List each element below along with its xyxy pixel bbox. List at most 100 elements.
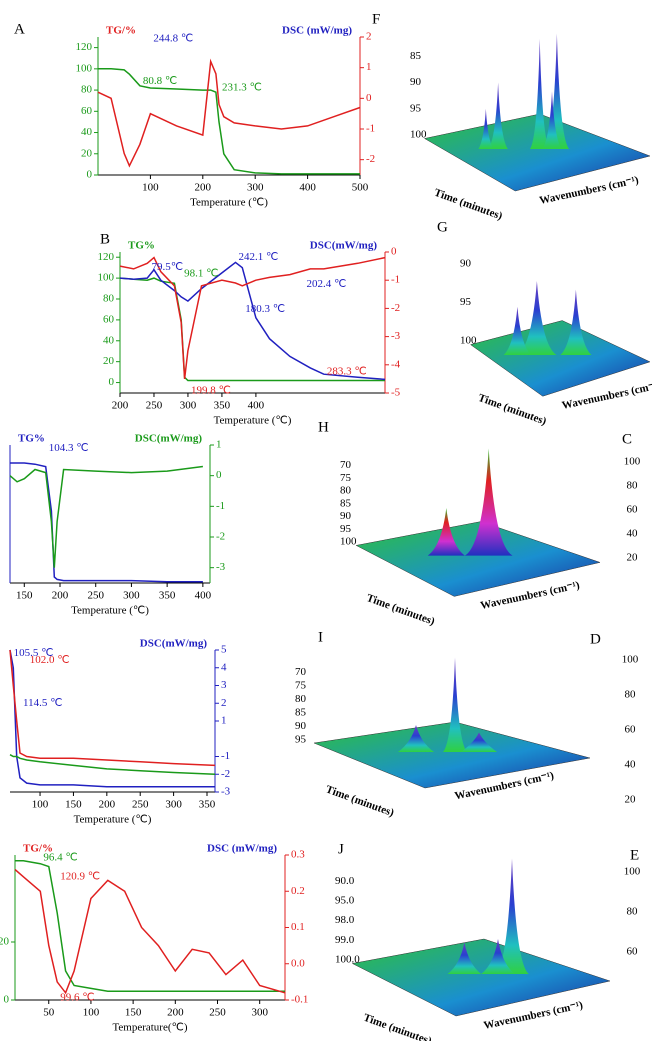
edge-tick-label: 60 bbox=[627, 504, 639, 516]
edge-tick-label: 60 bbox=[627, 946, 639, 958]
y2-tick-label: 2 bbox=[366, 31, 372, 43]
x-tick-label: 400 bbox=[248, 400, 265, 412]
x-axis-label: Temperature(℃) bbox=[112, 1022, 187, 1034]
z-tick-label: 99.0 bbox=[335, 934, 355, 946]
z-tick-label: 90 bbox=[340, 510, 352, 522]
series-line bbox=[15, 860, 285, 993]
z-tick-label: 95 bbox=[295, 734, 307, 746]
panel-label: J bbox=[338, 841, 344, 857]
annotation: 79.5℃ bbox=[152, 261, 184, 273]
y-axis-label: TG% bbox=[18, 433, 45, 445]
panel-label: F bbox=[372, 11, 380, 27]
z-tick-label: 95 bbox=[460, 296, 472, 308]
y-tick-label: 100 bbox=[98, 272, 115, 284]
x-tick-label: 200 bbox=[167, 1007, 184, 1019]
y-tick-label: 20 bbox=[0, 936, 10, 948]
time-axis-label: Time (minutes) bbox=[477, 392, 549, 428]
surface-peak bbox=[488, 82, 508, 149]
x-tick-label: 350 bbox=[214, 400, 231, 412]
y2-tick-label: -5 bbox=[391, 387, 401, 399]
y2-tick-label: -1 bbox=[391, 274, 400, 286]
edge-tick-label: 80 bbox=[627, 480, 639, 492]
z-tick-label: 90 bbox=[410, 76, 422, 88]
series-line bbox=[119, 261, 386, 381]
surface-floor bbox=[470, 320, 651, 397]
series-line bbox=[10, 462, 203, 583]
surface-floor bbox=[351, 938, 611, 1017]
surface-peak bbox=[529, 38, 550, 149]
y2-axis-label: DSC (mW/mg) bbox=[207, 843, 277, 855]
y-tick-label: 20 bbox=[81, 147, 93, 159]
edge-tick-label: 20 bbox=[627, 552, 639, 564]
y2-axis-label: DSC(mW/mg) bbox=[135, 433, 203, 445]
surface-peak bbox=[517, 281, 557, 355]
annotation: 244.8 ℃ bbox=[153, 33, 193, 45]
time-axis-label: Time (minutes) bbox=[433, 187, 505, 223]
x-tick-label: 250 bbox=[146, 400, 163, 412]
y-tick-label: 60 bbox=[103, 313, 115, 325]
surface-peak bbox=[398, 725, 434, 752]
y2-tick-label: -0.1 bbox=[291, 994, 308, 1006]
y-tick-label: 0 bbox=[87, 169, 93, 181]
z-tick-label: 100.0 bbox=[335, 954, 360, 966]
annotation: 202.4 ℃ bbox=[306, 278, 346, 290]
x-axis-label: Temperature (℃) bbox=[71, 605, 149, 617]
annotation: 96.4 ℃ bbox=[43, 851, 77, 863]
x-tick-label: 250 bbox=[87, 590, 104, 602]
x-tick-label: 100 bbox=[83, 1007, 100, 1019]
annotation: 120.9 ℃ bbox=[60, 870, 100, 882]
x-tick-label: 300 bbox=[165, 799, 182, 811]
surface-peak bbox=[447, 942, 482, 974]
x-tick-label: 300 bbox=[180, 400, 197, 412]
y-tick-label: 120 bbox=[76, 41, 93, 53]
edge-tick-label: 40 bbox=[625, 759, 637, 771]
edge-tick-label: 20 bbox=[625, 794, 637, 806]
surface-peak bbox=[478, 108, 494, 149]
surface-floor bbox=[313, 721, 591, 789]
edge-tick-label: 100 bbox=[624, 866, 641, 878]
y2-tick-label: -2 bbox=[366, 153, 375, 165]
y2-tick-label: -1 bbox=[221, 750, 230, 762]
series-line bbox=[98, 68, 360, 175]
edge-tick-label: 80 bbox=[625, 689, 637, 701]
y2-tick-label: 0 bbox=[391, 246, 397, 258]
plot-background bbox=[15, 855, 285, 1000]
surface-peak bbox=[464, 448, 513, 556]
y-axis-label: TG% bbox=[128, 240, 155, 252]
y2-tick-label: 5 bbox=[221, 644, 227, 656]
plot-background bbox=[10, 445, 210, 583]
x-tick-label: 150 bbox=[125, 1007, 142, 1019]
z-tick-label: 90.0 bbox=[335, 875, 355, 887]
y2-tick-label: -3 bbox=[216, 561, 226, 573]
x-tick-label: 150 bbox=[65, 799, 82, 811]
y2-tick-label: -4 bbox=[391, 358, 401, 370]
edge-tick-label: 60 bbox=[625, 724, 637, 736]
z-tick-label: 80 bbox=[340, 485, 352, 497]
z-tick-label: 85 bbox=[340, 497, 352, 509]
panel-label: C bbox=[622, 431, 632, 447]
surface-peak bbox=[481, 939, 515, 974]
y2-tick-label: 4 bbox=[221, 661, 227, 673]
y2-tick-label: 1 bbox=[221, 715, 227, 727]
y-tick-label: 60 bbox=[81, 105, 93, 117]
y2-tick-label: -3 bbox=[221, 786, 231, 798]
y2-tick-label: 0 bbox=[216, 469, 222, 481]
surface-peak bbox=[461, 732, 497, 752]
annotation: 104.3 ℃ bbox=[49, 442, 89, 454]
z-tick-label: 80 bbox=[295, 693, 307, 705]
annotation: 105.5 ℃ bbox=[14, 647, 54, 659]
panel-label: A bbox=[14, 21, 25, 37]
x-axis-label: Temperature (℃) bbox=[190, 197, 268, 209]
x-tick-label: 150 bbox=[16, 590, 33, 602]
y-tick-label: 20 bbox=[103, 355, 115, 367]
x-tick-label: 500 bbox=[352, 182, 369, 194]
series-line bbox=[9, 465, 203, 568]
y-axis-label: TG/% bbox=[106, 25, 136, 37]
z-tick-label: 70 bbox=[340, 459, 352, 471]
time-axis-label: Time (minutes) bbox=[365, 592, 437, 628]
y2-axis-label: DSC (mW/mg) bbox=[282, 25, 352, 37]
x-tick-label: 200 bbox=[112, 400, 129, 412]
series-line bbox=[119, 256, 386, 379]
panel-label: D bbox=[590, 631, 601, 647]
z-tick-label: 90 bbox=[460, 257, 472, 269]
